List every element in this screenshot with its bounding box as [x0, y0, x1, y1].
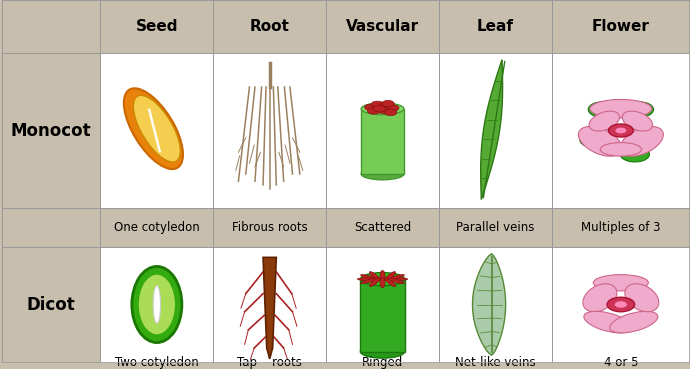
Polygon shape	[263, 257, 276, 359]
Bar	[439, 208, 552, 246]
Text: Root: Root	[250, 19, 290, 34]
Bar	[552, 208, 690, 246]
Text: Multiples of 3: Multiples of 3	[581, 221, 660, 234]
Ellipse shape	[138, 274, 176, 335]
Bar	[2, 52, 101, 208]
Ellipse shape	[380, 270, 385, 281]
Ellipse shape	[600, 142, 642, 156]
Ellipse shape	[361, 278, 377, 284]
Ellipse shape	[589, 111, 620, 131]
Ellipse shape	[360, 345, 404, 358]
Bar	[213, 0, 326, 52]
Bar	[326, 246, 439, 362]
Ellipse shape	[620, 127, 663, 156]
Circle shape	[609, 124, 633, 137]
Ellipse shape	[388, 275, 404, 280]
Bar	[326, 0, 439, 52]
Text: Two cotyledon: Two cotyledon	[115, 356, 199, 369]
Text: Parallel veins: Parallel veins	[456, 221, 535, 234]
Bar	[213, 246, 326, 362]
Text: Leaf: Leaf	[477, 19, 514, 34]
Circle shape	[371, 101, 384, 108]
Bar	[552, 52, 690, 208]
Ellipse shape	[624, 102, 653, 118]
Ellipse shape	[620, 146, 649, 162]
Polygon shape	[481, 60, 502, 199]
Ellipse shape	[369, 278, 380, 287]
Ellipse shape	[583, 284, 617, 312]
Text: Monocot: Monocot	[11, 121, 92, 139]
Bar	[101, 246, 213, 362]
Ellipse shape	[590, 99, 652, 118]
Ellipse shape	[388, 278, 404, 284]
Polygon shape	[473, 254, 506, 355]
Ellipse shape	[610, 311, 658, 333]
Ellipse shape	[361, 103, 404, 114]
Ellipse shape	[369, 272, 380, 280]
Bar	[101, 208, 213, 246]
Bar	[2, 246, 101, 362]
Text: Scattered: Scattered	[354, 221, 411, 234]
Circle shape	[615, 301, 627, 308]
Ellipse shape	[385, 272, 395, 280]
Circle shape	[384, 109, 397, 115]
Text: Fibrous roots: Fibrous roots	[232, 221, 308, 234]
Ellipse shape	[589, 102, 618, 118]
Ellipse shape	[153, 286, 161, 323]
Circle shape	[364, 104, 377, 111]
Ellipse shape	[361, 168, 404, 180]
Ellipse shape	[578, 127, 622, 156]
Polygon shape	[148, 109, 161, 152]
Text: Flower: Flower	[592, 19, 650, 34]
Ellipse shape	[361, 275, 377, 280]
Ellipse shape	[133, 95, 180, 162]
Bar	[2, 208, 101, 246]
Bar	[439, 246, 552, 362]
Text: Dicot: Dicot	[27, 296, 76, 314]
Circle shape	[377, 107, 389, 113]
Bar	[101, 52, 213, 208]
Circle shape	[380, 103, 393, 109]
Circle shape	[382, 100, 394, 107]
Text: 4 or 5: 4 or 5	[604, 356, 638, 369]
Text: Tap    roots: Tap roots	[237, 356, 302, 369]
Ellipse shape	[580, 132, 610, 148]
Circle shape	[386, 105, 399, 111]
Text: Vascular: Vascular	[346, 19, 419, 34]
Bar	[439, 52, 552, 208]
Ellipse shape	[124, 88, 183, 169]
Bar	[326, 52, 439, 208]
Text: One cotyledon: One cotyledon	[114, 221, 199, 234]
Text: Seed: Seed	[136, 19, 178, 34]
Bar	[439, 0, 552, 52]
Ellipse shape	[357, 278, 377, 280]
Bar	[326, 208, 439, 246]
Ellipse shape	[388, 278, 408, 280]
Bar	[213, 52, 326, 208]
Ellipse shape	[622, 111, 653, 131]
Polygon shape	[361, 109, 404, 174]
Polygon shape	[360, 279, 404, 352]
Circle shape	[368, 108, 380, 114]
Text: Ringed: Ringed	[362, 356, 403, 369]
Bar	[2, 0, 101, 52]
Ellipse shape	[625, 284, 659, 312]
Ellipse shape	[385, 278, 395, 287]
Bar	[213, 208, 326, 246]
Text: Net-like veins: Net-like veins	[455, 356, 535, 369]
Bar	[552, 0, 690, 52]
Ellipse shape	[584, 311, 632, 333]
Bar	[552, 246, 690, 362]
Ellipse shape	[380, 277, 385, 288]
Bar	[101, 0, 213, 52]
Circle shape	[373, 106, 386, 112]
Ellipse shape	[132, 266, 182, 342]
Ellipse shape	[360, 273, 404, 286]
Circle shape	[615, 128, 627, 134]
Circle shape	[607, 297, 635, 312]
Ellipse shape	[593, 275, 649, 291]
